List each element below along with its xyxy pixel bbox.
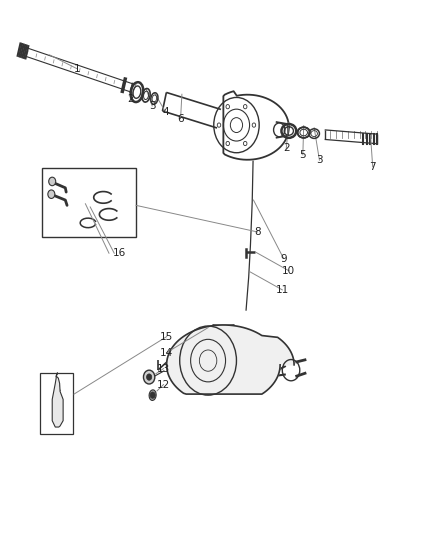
Text: 1: 1 <box>74 64 81 74</box>
Text: 8: 8 <box>254 227 261 237</box>
Text: 2: 2 <box>127 94 134 104</box>
Circle shape <box>244 141 247 146</box>
Circle shape <box>48 190 55 198</box>
Text: 16: 16 <box>113 248 126 258</box>
Text: 2: 2 <box>283 143 290 154</box>
Text: T: T <box>54 392 60 401</box>
Text: 11: 11 <box>276 285 289 295</box>
Text: 3: 3 <box>149 101 155 111</box>
Text: 13: 13 <box>157 364 170 374</box>
Text: 7: 7 <box>369 161 376 172</box>
Circle shape <box>252 123 256 127</box>
Ellipse shape <box>149 390 156 400</box>
Text: 5: 5 <box>300 150 306 160</box>
Text: V: V <box>54 399 60 408</box>
Circle shape <box>49 177 56 185</box>
Circle shape <box>226 141 230 146</box>
Text: 10: 10 <box>283 266 295 276</box>
Circle shape <box>244 104 247 109</box>
Bar <box>42 168 136 237</box>
Circle shape <box>144 370 155 384</box>
Text: 9: 9 <box>280 254 287 263</box>
Text: 14: 14 <box>160 348 173 358</box>
Circle shape <box>147 374 152 380</box>
Circle shape <box>150 392 155 398</box>
Text: 6: 6 <box>177 114 184 124</box>
Text: 3: 3 <box>316 155 323 165</box>
Text: 12: 12 <box>157 379 170 390</box>
Bar <box>40 373 73 434</box>
Circle shape <box>226 104 230 109</box>
Polygon shape <box>52 376 63 427</box>
Polygon shape <box>166 325 294 394</box>
Text: 15: 15 <box>160 332 173 342</box>
Text: R: R <box>54 384 60 393</box>
Text: 4: 4 <box>162 107 169 117</box>
Circle shape <box>217 123 221 127</box>
